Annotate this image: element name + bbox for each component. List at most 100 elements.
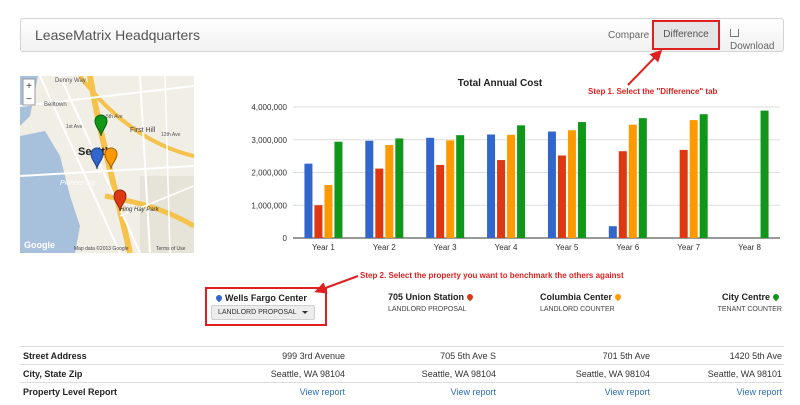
map-pin-icon	[465, 292, 475, 302]
map-terms-link[interactable]: Terms of Use	[156, 246, 186, 252]
bar[interactable]	[334, 141, 343, 238]
bar[interactable]	[456, 135, 465, 238]
view-report-link[interactable]: View report	[450, 387, 496, 397]
bar[interactable]	[547, 131, 556, 238]
bar[interactable]	[517, 125, 526, 238]
view-report-link[interactable]: View report	[604, 387, 650, 397]
x-tick-label: Year 2	[373, 243, 396, 252]
bar[interactable]	[426, 137, 435, 238]
bar[interactable]	[567, 130, 576, 238]
map-marker-blue[interactable]	[90, 147, 104, 170]
y-tick-label: 4,000,000	[251, 103, 287, 112]
benchmark-selection-highlight	[205, 287, 327, 326]
benchmark-dropdown-value: LANDLORD PROPOSAL	[218, 309, 297, 316]
map-pin-icon	[771, 292, 781, 302]
table-row-city: City, State Zip Seattle, WA 98104 Seattl…	[20, 364, 784, 383]
bar[interactable]	[436, 164, 445, 238]
tab-compare[interactable]: Compare	[608, 30, 650, 41]
zoom-out-button[interactable]: −	[26, 94, 32, 105]
bar[interactable]	[487, 134, 496, 238]
address-cell: 999 3rd Avenue	[282, 351, 345, 361]
bar[interactable]	[304, 163, 313, 238]
bar[interactable]	[446, 140, 455, 238]
map-label: 1st Ave	[66, 124, 83, 130]
property-header-columbia-center: Columbia Center LANDLORD COUNTER	[540, 292, 624, 313]
download-button[interactable]: Download	[730, 29, 783, 52]
total-annual-cost-chart: Total Annual Cost Year 1 Year 2 Year 3 Year…	[251, 78, 780, 252]
bar[interactable]	[628, 124, 637, 238]
chart-title: Total Annual Cost	[458, 78, 543, 89]
bar[interactable]	[395, 138, 404, 238]
view-report-link[interactable]: View report	[299, 387, 345, 397]
city-cell: Seattle, WA 98104	[421, 369, 496, 379]
map-canvas[interactable]: + − Denny Way Belltown 1st Ave 5th Ave F…	[20, 76, 194, 253]
map-marker-red[interactable]	[113, 189, 127, 212]
step1-annotation: Step 1. Select the "Difference" tab	[588, 87, 718, 96]
bar[interactable]	[365, 140, 374, 238]
bar[interactable]	[375, 168, 384, 238]
y-tick-label: 1,000,000	[251, 201, 287, 210]
bar[interactable]	[689, 120, 698, 238]
property-name: Wells Fargo Center	[225, 293, 307, 303]
y-tick-label: 3,000,000	[251, 136, 287, 145]
bar[interactable]	[760, 110, 769, 238]
map-pin-icon	[214, 293, 224, 303]
map-label: 12th Ave	[161, 132, 181, 138]
benchmark-dropdown[interactable]: LANDLORD PROPOSAL	[211, 305, 315, 320]
bar[interactable]	[497, 160, 506, 238]
property-header-wells-fargo: Wells Fargo Center	[213, 293, 307, 303]
bar[interactable]	[557, 155, 566, 238]
bar[interactable]	[314, 205, 323, 238]
y-tick-label: 0	[283, 234, 288, 243]
view-report-link[interactable]: View report	[736, 387, 782, 397]
y-tick-label: 2,000,000	[251, 169, 287, 178]
map-label: Belltown	[44, 102, 67, 108]
city-cell: Seattle, WA 98104	[270, 369, 345, 379]
map-label: Denny Way	[55, 78, 86, 84]
x-tick-label: Year 4	[495, 243, 518, 252]
page-title: LeaseMatrix Headquarters	[35, 27, 200, 43]
map-marker-orange[interactable]	[104, 147, 118, 170]
property-status: LANDLORD PROPOSAL	[388, 306, 467, 313]
map-label: Hing Hay Park	[120, 207, 160, 213]
bar[interactable]	[679, 149, 688, 238]
bar[interactable]	[699, 114, 708, 238]
step2-annotation: Step 2. Select the property you want to …	[360, 271, 624, 280]
bar[interactable]	[324, 184, 333, 238]
bar[interactable]	[507, 134, 516, 238]
x-tick-label: Year 7	[677, 243, 700, 252]
map-label: Pioneer Sq	[60, 180, 95, 187]
bar[interactable]	[618, 151, 627, 238]
annotation-arrow-1	[627, 49, 663, 86]
zoom-in-button[interactable]: +	[26, 81, 32, 92]
caret-down-icon	[302, 311, 308, 314]
bar[interactable]	[577, 122, 586, 238]
map-attribution: Map data ©2013 Google	[74, 245, 129, 252]
zoom-controls	[22, 78, 36, 106]
map-marker-green[interactable]	[94, 114, 108, 137]
top-navbar: LeaseMatrix Headquarters Compare Differe…	[20, 18, 784, 52]
address-cell: 701 5th Ave	[602, 351, 650, 361]
bar[interactable]	[608, 226, 617, 238]
city-cell: Seattle, WA 98101	[707, 369, 782, 379]
google-logo: Google	[24, 240, 55, 250]
address-cell: 705 5th Ave S	[440, 351, 496, 361]
tab-difference[interactable]: Difference	[652, 20, 720, 50]
property-status: TENANT COUNTER	[717, 306, 782, 313]
row-label: Street Address	[23, 351, 87, 361]
property-name: 705 Union Station	[388, 292, 465, 302]
map-panel[interactable]: + − Denny Way Belltown 1st Ave 5th Ave F…	[20, 76, 194, 253]
city-cell: Seattle, WA 98104	[575, 369, 650, 379]
property-name: City Centre	[721, 292, 770, 302]
property-header-city-centre: City Centre TENANT COUNTER	[700, 292, 782, 313]
x-tick-label: Year 6	[616, 243, 639, 252]
bar[interactable]	[638, 118, 647, 238]
table-row-report: Property Level Report View report View r…	[20, 382, 784, 401]
x-tick-label: Year 5	[556, 243, 579, 252]
x-tick-label: Year 1	[312, 243, 335, 252]
x-tick-label: Year 3	[434, 243, 457, 252]
download-label: Download	[730, 41, 775, 52]
bar[interactable]	[385, 144, 394, 238]
table-row-address: Street Address 999 3rd Avenue 705 5th Av…	[20, 346, 784, 365]
download-icon	[730, 29, 739, 37]
